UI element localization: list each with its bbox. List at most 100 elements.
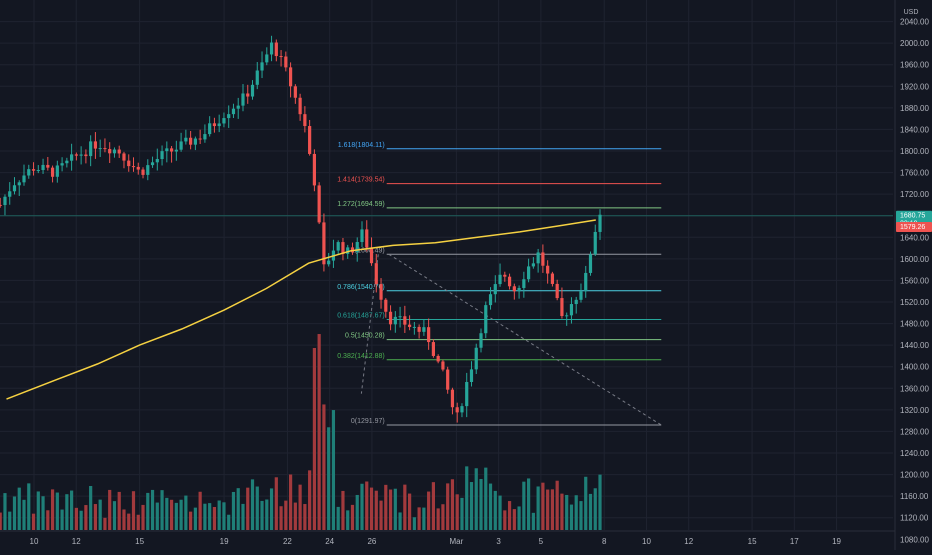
- candle-body: [3, 196, 7, 206]
- candle-body: [441, 361, 445, 370]
- volume-bar: [512, 509, 516, 530]
- volume-bar: [255, 486, 259, 530]
- price-candles: [0, 35, 602, 423]
- price-tick-label: 1200.00: [900, 471, 929, 480]
- fib-level-label: 0.5(1450.28): [345, 333, 385, 340]
- candle-body: [203, 134, 207, 140]
- candle-body: [293, 86, 297, 98]
- candle-body: [22, 175, 26, 183]
- volume-bar: [46, 510, 50, 530]
- price-axis[interactable]: 2040.00 2000.00 1960.00 1920.00 1880.00 1840.…: [894, 0, 929, 550]
- candle-body: [8, 191, 12, 197]
- volume-bar: [298, 484, 302, 530]
- volume-bar: [279, 506, 283, 530]
- volume-bar: [146, 492, 150, 530]
- volume-bar: [93, 504, 98, 530]
- volume-bar: [169, 499, 174, 530]
- candle-body: [565, 315, 569, 317]
- candle-body: [569, 304, 574, 316]
- candle-body: [98, 148, 102, 150]
- volume-bar: [160, 490, 164, 530]
- candle-body: [555, 283, 559, 299]
- volume-bar: [531, 512, 535, 530]
- candle-body: [541, 252, 545, 266]
- date-tick-label: 19: [220, 537, 229, 546]
- volume-bar: [303, 504, 307, 530]
- volume-bar: [369, 487, 374, 530]
- candle-body: [388, 311, 393, 325]
- candle-body: [193, 138, 197, 145]
- candle-body: [588, 254, 593, 273]
- volume-bar: [479, 478, 483, 530]
- candle-body: [479, 333, 483, 348]
- time-axis-panel[interactable]: [0, 531, 895, 550]
- candle-body: [350, 247, 355, 253]
- volume-bar: [441, 504, 445, 530]
- volume-bar: [522, 481, 526, 530]
- candle-body: [288, 67, 293, 87]
- candle-body: [522, 279, 526, 288]
- volume-bar: [422, 507, 426, 530]
- volume-bar: [460, 497, 464, 530]
- candle-body: [384, 299, 388, 312]
- candle-body: [136, 166, 140, 170]
- volume-bar: [488, 483, 493, 530]
- currency-label: USD: [904, 9, 919, 16]
- date-tick-label: 5: [539, 537, 544, 546]
- volume-bar: [312, 347, 316, 530]
- candle-body: [150, 162, 155, 166]
- candle-body: [231, 108, 236, 115]
- volume-bars: [0, 334, 602, 530]
- price-tick-label: 1400.00: [900, 363, 929, 372]
- price-tick-label: 1760.00: [900, 169, 929, 178]
- volume-bar: [408, 493, 412, 530]
- candle-body: [269, 42, 274, 55]
- fib-level-label: 0.382(1412.88): [337, 353, 384, 360]
- price-tick-label: 1840.00: [900, 125, 929, 134]
- candle-body: [46, 164, 50, 168]
- fib-level-label: 1.618(1804.11): [338, 142, 385, 149]
- volume-bar: [122, 509, 126, 530]
- date-tick-label: 10: [642, 537, 651, 546]
- date-tick-label: 19: [832, 537, 841, 546]
- candle-body: [512, 286, 516, 292]
- candle-body: [455, 407, 459, 413]
- fib-level-label: 0.618(1487.67): [337, 312, 384, 319]
- volume-bar: [560, 493, 564, 530]
- volume-bar: [598, 474, 602, 530]
- date-tick-label: 8: [602, 537, 607, 546]
- volume-bar: [484, 467, 488, 530]
- volume-bar: [288, 474, 293, 530]
- candle-body: [346, 247, 350, 254]
- volume-bar: [55, 492, 59, 530]
- candle-body: [184, 137, 188, 142]
- candle-body: [284, 56, 288, 68]
- volume-bar: [322, 404, 326, 530]
- candle-body: [60, 163, 64, 166]
- volume-bar: [450, 479, 455, 530]
- fibonacci-extension-tool[interactable]: 0(1291.97) 0.382(1412.88) 0.5(1450.28) 0.61…: [0, 142, 893, 426]
- candle-body: [498, 274, 502, 285]
- candle-body: [79, 154, 83, 156]
- volume-bar: [469, 482, 474, 530]
- candle-body: [460, 406, 464, 413]
- volume-bar: [22, 499, 26, 530]
- volume-bar: [79, 510, 83, 530]
- volume-bar: [50, 489, 55, 530]
- candle-body: [260, 62, 264, 71]
- candle-body: [531, 263, 535, 267]
- candle-body: [341, 242, 345, 254]
- price-axis-panel[interactable]: [895, 0, 932, 550]
- candle-body: [127, 160, 131, 167]
- candle-body: [417, 326, 421, 332]
- time-axis[interactable]: 10 12 15 19 22 24 26 Mar 3 5 8 10 12 15 17 19: [0, 530, 895, 546]
- fib-level-label: 1.414(1739.54): [337, 177, 384, 184]
- volume-bar: [70, 490, 74, 530]
- price-tick-label: 1640.00: [900, 233, 929, 242]
- candle-body: [155, 159, 159, 163]
- candle-body: [298, 97, 302, 115]
- volume-bar: [212, 506, 217, 530]
- candle-body: [327, 260, 331, 265]
